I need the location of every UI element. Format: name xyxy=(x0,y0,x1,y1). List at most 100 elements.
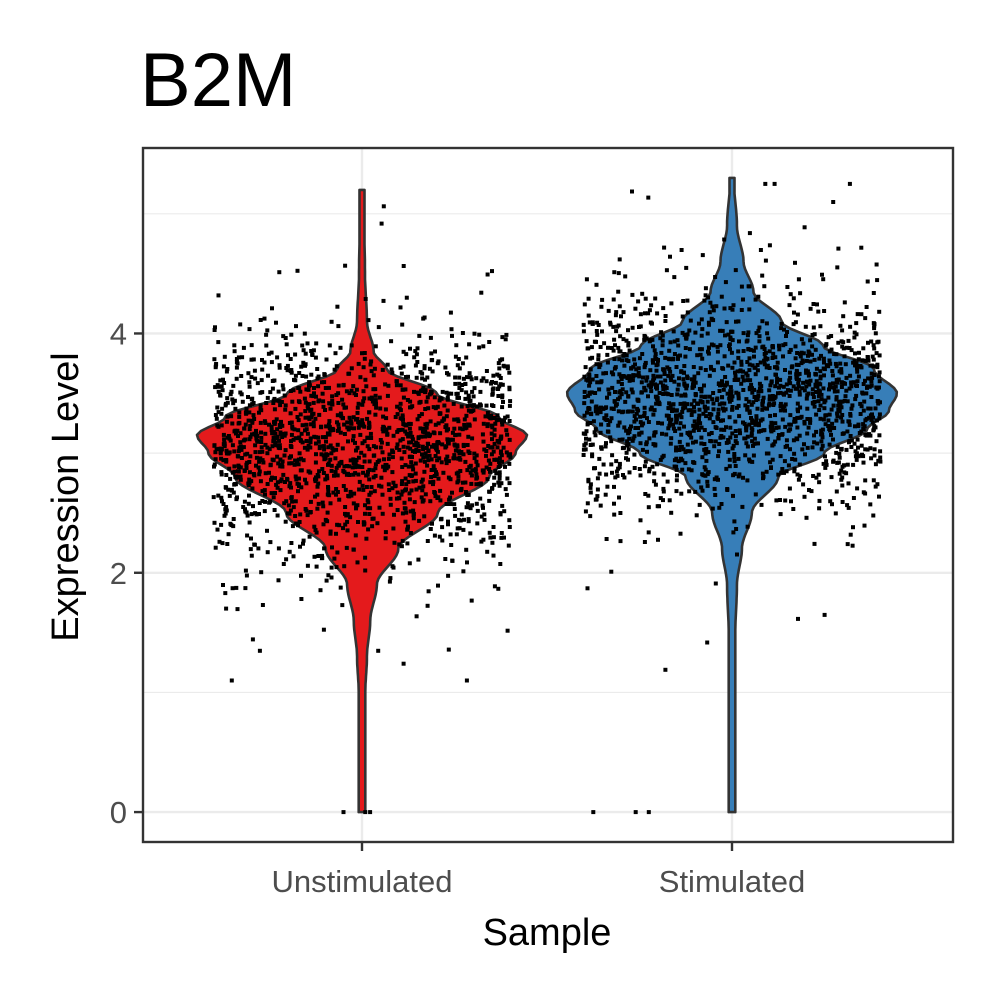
data-point xyxy=(683,392,687,397)
data-point xyxy=(484,465,489,470)
data-point xyxy=(851,380,856,385)
data-point xyxy=(321,471,326,475)
data-point xyxy=(717,381,721,386)
data-point xyxy=(332,367,337,372)
data-point xyxy=(631,364,636,369)
data-point xyxy=(728,394,733,398)
data-point xyxy=(502,535,506,540)
data-point xyxy=(278,425,283,429)
data-point xyxy=(646,505,651,510)
data-point xyxy=(870,354,875,359)
data-point xyxy=(355,405,360,410)
data-point xyxy=(446,391,451,396)
data-point xyxy=(681,370,686,375)
data-point xyxy=(830,373,835,378)
data-point xyxy=(238,431,243,436)
data-point xyxy=(720,383,725,387)
data-point xyxy=(767,394,772,399)
data-point xyxy=(733,268,738,273)
data-point xyxy=(636,398,641,403)
data-point xyxy=(650,321,654,326)
data-point xyxy=(251,357,256,362)
data-point xyxy=(723,280,728,285)
data-point xyxy=(250,486,255,491)
data-point xyxy=(450,437,455,442)
data-point xyxy=(366,318,371,323)
data-point xyxy=(420,488,425,493)
data-point xyxy=(232,349,237,354)
data-point xyxy=(877,416,882,421)
data-point xyxy=(289,461,294,466)
data-point xyxy=(674,445,679,450)
data-point xyxy=(352,426,356,431)
data-point xyxy=(457,451,462,455)
data-point xyxy=(377,505,382,510)
data-point xyxy=(433,494,438,499)
data-point xyxy=(803,324,808,329)
data-point xyxy=(262,360,267,365)
data-point xyxy=(642,414,647,419)
data-point xyxy=(847,422,852,427)
data-point xyxy=(251,504,255,509)
data-point xyxy=(316,501,321,506)
data-point xyxy=(586,477,591,482)
data-point xyxy=(246,395,250,399)
data-point xyxy=(419,479,424,484)
data-point xyxy=(314,441,318,446)
data-point xyxy=(588,443,593,447)
data-point xyxy=(793,260,797,265)
data-point xyxy=(495,372,500,377)
data-point xyxy=(632,419,637,424)
data-point xyxy=(502,509,507,514)
data-point xyxy=(470,389,475,394)
data-point xyxy=(237,445,242,450)
data-point xyxy=(747,457,752,462)
data-point xyxy=(617,372,622,377)
data-point xyxy=(449,543,454,547)
data-point xyxy=(283,336,288,340)
data-point xyxy=(606,422,611,427)
data-point xyxy=(756,294,761,299)
data-point xyxy=(266,373,270,378)
data-point xyxy=(259,435,264,440)
data-point xyxy=(440,419,445,424)
data-point xyxy=(478,482,483,487)
data-point xyxy=(360,483,365,488)
data-point xyxy=(860,452,864,457)
data-point xyxy=(422,315,427,320)
data-point xyxy=(371,373,376,378)
data-point xyxy=(765,331,770,336)
data-point xyxy=(487,340,492,344)
data-point xyxy=(430,521,434,526)
data-point xyxy=(678,444,683,449)
data-point xyxy=(484,449,489,453)
data-point xyxy=(360,465,365,469)
data-point xyxy=(437,534,442,539)
data-point xyxy=(404,431,409,436)
data-point xyxy=(487,498,492,503)
data-point xyxy=(295,268,300,273)
data-point xyxy=(811,401,816,406)
data-point xyxy=(696,428,701,432)
data-point xyxy=(793,386,798,391)
data-point xyxy=(724,425,728,430)
data-point xyxy=(278,457,283,462)
data-point xyxy=(828,499,833,504)
data-point xyxy=(472,451,477,456)
data-point xyxy=(615,324,620,329)
data-point xyxy=(715,349,720,354)
data-point xyxy=(735,552,739,557)
data-point xyxy=(368,431,373,436)
data-point xyxy=(273,443,278,447)
data-point xyxy=(249,343,254,348)
data-point xyxy=(674,456,679,461)
data-point xyxy=(401,395,406,400)
data-point xyxy=(846,338,851,343)
data-point xyxy=(267,422,271,427)
data-point xyxy=(404,352,409,357)
data-point xyxy=(777,347,782,352)
data-point xyxy=(440,389,445,394)
data-point xyxy=(379,475,384,480)
data-point xyxy=(706,349,710,354)
data-point xyxy=(218,378,223,383)
